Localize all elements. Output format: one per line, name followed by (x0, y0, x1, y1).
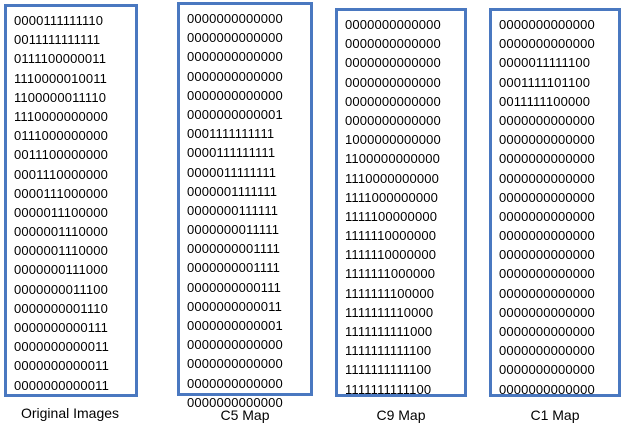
matrix-row: 0000111000000 (14, 185, 109, 201)
matrix-row: 0000000000000 (345, 93, 441, 109)
label-c1-map: C1 Map (530, 407, 580, 423)
matrix-row: 1100000011110 (14, 89, 107, 105)
matrix-row: 0001111111111 (187, 126, 275, 142)
matrix-row: 1111110000000 (345, 247, 437, 263)
matrix-row: 1111111000000 (345, 266, 436, 282)
matrix-row: 1111111111100 (345, 343, 432, 359)
matrix-row: 0000000000000 (187, 49, 283, 65)
matrix-row: 0000000111111 (187, 202, 279, 218)
matrix-row: 0001110000000 (14, 166, 109, 182)
matrix-row: 1110000010011 (14, 70, 108, 86)
matrix-row: 0000000001111 (187, 260, 281, 276)
matrix-row: 0000000000000 (187, 375, 283, 391)
matrix-row: 1111111100000 (345, 285, 435, 301)
panel-original-images: 0000111111110 0011111111111 0111100000011 1… (4, 4, 138, 397)
label-original-images: Original Images (20, 405, 120, 421)
matrix-row: 1110000000000 (345, 170, 440, 186)
matrix-row: 0000000000111 (14, 320, 109, 335)
label-c9-map: C9 Map (376, 407, 426, 423)
matrix-row: 0000000000000 (345, 112, 441, 128)
matrix-row: 0000000000000 (499, 36, 595, 52)
matrix-row: 0000000000000 (345, 36, 441, 52)
matrix-row: 0011111100000 (499, 93, 591, 109)
matrix-row: 0000000000001 (187, 106, 283, 122)
matrix-row: 1111111110000 (345, 304, 434, 320)
matrix-row: 0000000000000 (187, 30, 283, 46)
binary-matrix: 0000000000000 0000000000000 0000000000000 0… (345, 15, 441, 399)
matrix-row: 1111111111100 (345, 362, 432, 378)
matrix-row: 0111100000011 (14, 51, 107, 67)
matrix-row: 0000000000000 (499, 17, 595, 32)
matrix-row: 0000000111000 (14, 262, 109, 278)
matrix-row: 0000011100000 (14, 204, 109, 220)
matrix-row: 0000111111110 (14, 13, 104, 28)
matrix-row: 0000000011111 (187, 222, 280, 238)
matrix-row: 0000000011100 (14, 281, 109, 297)
matrix-row: 0000001111111 (187, 183, 278, 199)
panel-c1-map: 0000000000000 0000000000000 0000011111100 0… (489, 8, 621, 397)
matrix-row: 0000000000000 (499, 285, 595, 301)
matrix-row: 0000000000000 (499, 112, 595, 128)
panel-c5-map: 0000000000000 0000000000000 0000000000000 0… (177, 2, 313, 410)
matrix-row: 0000000000000 (187, 68, 283, 84)
matrix-row: 0000001110000 (14, 224, 109, 240)
matrix-row: 0000000000011 (14, 358, 109, 374)
matrix-row: 0000000000000 (499, 132, 595, 148)
panel-c9-map: 0000000000000 0000000000000 0000000000000 0… (335, 8, 467, 397)
matrix-row: 0001111101100 (499, 74, 591, 90)
matrix-row: 0000000001111 (187, 241, 281, 257)
matrix-row: 1111100000000 (345, 208, 438, 224)
matrix-row: 1111111111000 (345, 324, 433, 339)
matrix-row: 0000000000000 (187, 11, 283, 26)
label-c5-map: C5 Map (220, 407, 270, 423)
matrix-row: 0000000000000 (499, 208, 595, 224)
matrix-row: 0000000000011 (14, 377, 109, 393)
matrix-row: 0000000000000 (187, 394, 283, 410)
matrix-row: 1100000000000 (345, 151, 440, 167)
matrix-row: 1110000000000 (14, 108, 109, 124)
matrix-row: 0000000000000 (499, 324, 595, 339)
matrix-row: 0000000000011 (14, 339, 109, 355)
matrix-row: 0000011111111 (187, 164, 277, 180)
matrix-row: 0011100000000 (14, 147, 109, 163)
matrix-row: 0000000000111 (187, 279, 282, 295)
matrix-row: 0000001110000 (14, 243, 109, 259)
matrix-row: 0000000000000 (499, 266, 595, 282)
matrix-row: 1000000000000 (345, 132, 441, 148)
matrix-row: 0000000000000 (499, 247, 595, 263)
matrix-row: 0000000000000 (187, 87, 283, 103)
matrix-row: 0000000000000 (499, 362, 595, 378)
matrix-row: 0000000000000 (499, 343, 595, 359)
matrix-row: 0000000000000 (499, 304, 595, 320)
matrix-row: 1111110000000 (345, 228, 437, 244)
matrix-row: 0000000000000 (187, 356, 283, 372)
binary-matrix: 0000000000000 0000000000000 0000000000000 0… (187, 9, 283, 412)
matrix-row: 0111000000000 (14, 128, 109, 144)
matrix-row: 0000000000000 (345, 17, 441, 32)
matrix-row: 0000000000011 (187, 298, 282, 314)
matrix-row: 1111111111100 (345, 381, 432, 397)
matrix-row: 0000000000000 (499, 228, 595, 244)
matrix-row: 0000000000000 (499, 170, 595, 186)
matrix-row: 0000000000001 (187, 318, 283, 333)
matrix-row: 0000000000000 (345, 74, 441, 90)
binary-matrix: 0000111111110 0011111111111 0111100000011 1… (14, 11, 109, 395)
matrix-row: 0000111111111 (187, 145, 276, 161)
matrix-row: 0000011111100 (499, 55, 591, 71)
matrix-row: 0011111111111 (14, 32, 101, 48)
matrix-row: 0000000000000 (345, 55, 441, 71)
matrix-row: 0000000000000 (499, 151, 595, 167)
binary-matrix: 0000000000000 0000000000000 0000011111100 0… (499, 15, 595, 399)
matrix-row: 0000000000000 (187, 337, 283, 353)
matrix-row: 0000000001110 (14, 300, 109, 316)
matrix-row: 0000000000000 (499, 381, 595, 397)
matrix-row: 0000000000000 (499, 189, 595, 205)
matrix-row: 1111000000000 (345, 189, 439, 205)
